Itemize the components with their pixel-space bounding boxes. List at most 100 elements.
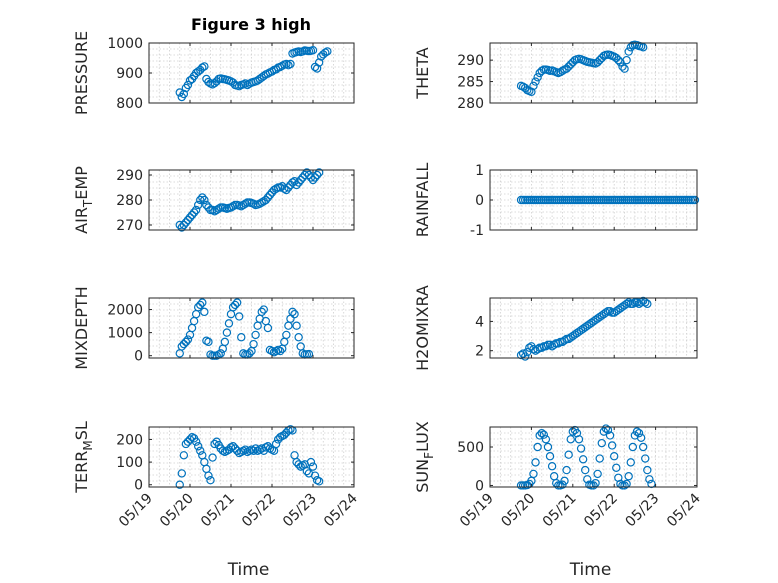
x-tick-label: 05/23: [280, 491, 320, 531]
data-point: [181, 218, 191, 227]
data-point: [529, 345, 538, 354]
data-point: [183, 80, 193, 90]
data-point: [593, 469, 602, 479]
data-point: [562, 465, 571, 475]
data-point: [314, 168, 324, 177]
data-point: [232, 298, 242, 307]
data-point: [560, 476, 569, 486]
data-point: [214, 204, 223, 213]
data-point: [237, 333, 246, 342]
data-point: [543, 442, 553, 452]
data-point: [282, 330, 291, 340]
x-tick-label: 05/19: [116, 491, 156, 531]
data-point: [556, 67, 565, 77]
data-point: [603, 425, 613, 435]
data-point: [193, 200, 203, 210]
panel-row3-right: 2 4 H2OMIXRA: [413, 285, 698, 371]
panel-row4-left: 0 100 200 TERRMSL 05/19 05/20 05/21 05/22 05/23 0…: [72, 421, 361, 580]
data-point: [181, 439, 191, 449]
y-tick-label: 2000: [107, 303, 143, 319]
data-point: [632, 298, 642, 307]
data-point: [183, 215, 193, 225]
data-point: [193, 303, 203, 312]
data-point: [605, 306, 615, 316]
data-point: [280, 430, 289, 440]
data-point: [198, 298, 207, 307]
data-point: [257, 307, 266, 317]
data-point: [284, 321, 293, 330]
data-point: [531, 458, 540, 467]
panel-row2-left: 270 280 290 AIRTEMP: [72, 166, 355, 234]
data-point: [531, 77, 540, 86]
data-point: [177, 469, 186, 478]
x-tick-label: 05/22: [239, 491, 279, 531]
data-point: [202, 200, 211, 210]
data-point: [179, 89, 189, 99]
panel-row2-right: -1 0 1 RAINFALL: [413, 163, 700, 239]
data-point: [533, 73, 542, 82]
data-point: [618, 62, 627, 71]
data-point: [267, 67, 277, 76]
panel-top-right: 280 285 290 THETA: [413, 40, 698, 112]
data-point: [626, 458, 635, 467]
data-point: [189, 208, 199, 217]
data-point: [257, 198, 266, 207]
data-point: [622, 299, 631, 309]
data-point: [200, 307, 209, 317]
series-points: [175, 168, 324, 232]
data-point: [545, 452, 555, 461]
data-point: [302, 466, 312, 476]
y-tick-label: 290: [116, 168, 143, 184]
y-tick-label: 100: [116, 455, 143, 471]
axes-frame: [148, 297, 355, 359]
data-point: [280, 337, 289, 347]
data-point: [230, 444, 240, 453]
grid: [489, 426, 698, 488]
data-point: [541, 342, 551, 351]
data-point: [222, 328, 232, 337]
data-point: [545, 340, 555, 350]
data-point: [294, 460, 303, 469]
data-point: [643, 465, 652, 475]
y-tick-label: 4: [475, 314, 484, 330]
data-point: [310, 471, 320, 480]
data-point: [228, 442, 238, 451]
y-tick-label: 280: [116, 193, 143, 209]
data-point: [589, 481, 598, 490]
x-tick-label: 05/19: [457, 491, 497, 531]
data-point: [690, 195, 700, 205]
data-point: [282, 59, 291, 69]
data-point: [206, 476, 215, 485]
data-point: [292, 321, 301, 330]
data-point: [193, 442, 203, 451]
data-point: [624, 472, 633, 481]
data-point: [564, 450, 573, 459]
data-point: [533, 442, 542, 452]
y-tick-label: 0: [134, 478, 143, 494]
data-point: [196, 300, 205, 310]
y-tick-label: 270: [116, 218, 143, 234]
y-axis-label: PRESSURE: [72, 31, 91, 115]
y-tick-label: 290: [457, 53, 484, 69]
series-points: [516, 40, 648, 97]
data-point: [641, 298, 650, 307]
data-point: [520, 352, 530, 361]
axes-frame: [489, 426, 698, 488]
data-point: [255, 199, 264, 208]
data-point: [581, 465, 590, 475]
panel-top-left: 800 900 1000 PRESSURE: [72, 31, 355, 115]
data-point: [622, 55, 631, 65]
data-point: [249, 339, 258, 349]
data-point: [537, 66, 546, 76]
x-tick-label: 05/23: [623, 491, 663, 531]
data-point: [263, 69, 273, 78]
data-point: [314, 58, 324, 67]
data-point: [310, 173, 320, 182]
data-point: [263, 323, 273, 333]
data-point: [234, 312, 244, 321]
data-point: [529, 469, 538, 479]
data-point: [249, 446, 258, 455]
data-point: [228, 202, 238, 211]
data-point: [280, 184, 289, 193]
data-point: [636, 298, 646, 307]
